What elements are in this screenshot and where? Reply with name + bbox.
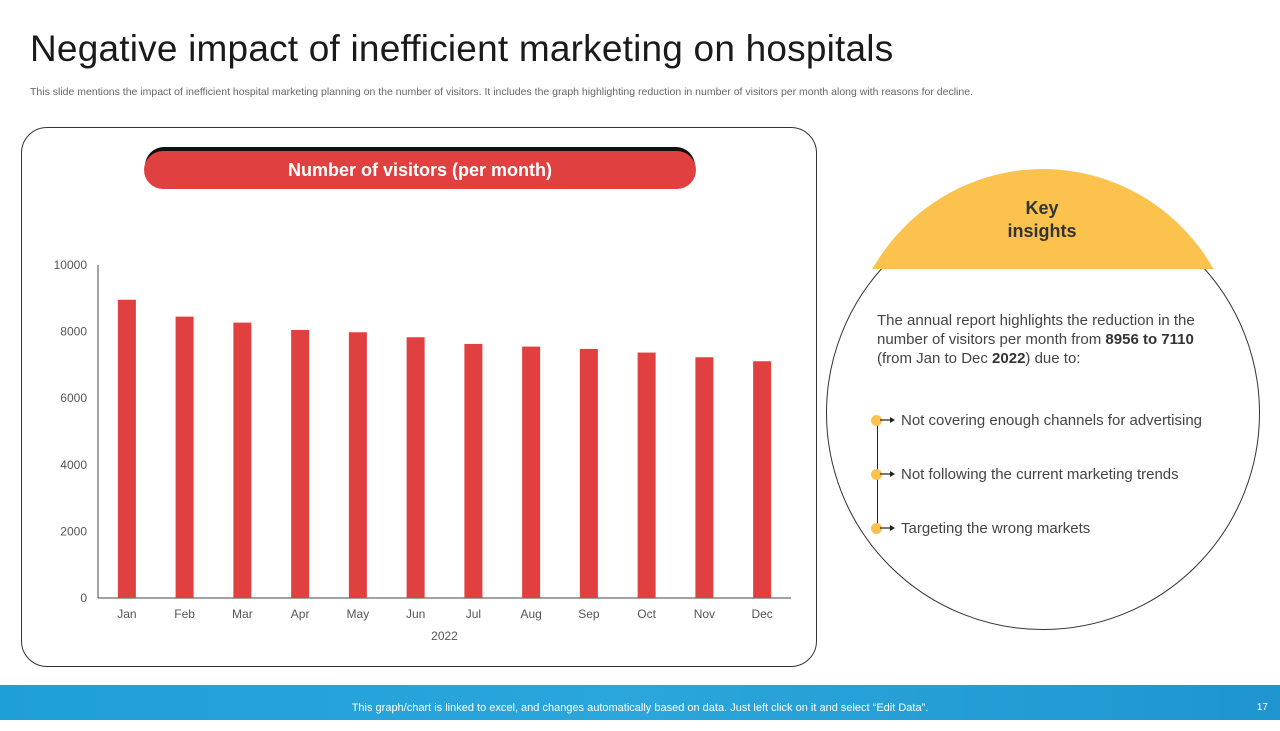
reason-text: Not covering enough channels for adverti… xyxy=(901,411,1203,429)
slide-subtitle: This slide mentions the impact of ineffi… xyxy=(30,86,973,98)
y-tick-label: 0 xyxy=(80,591,87,605)
reason-text: Targeting the wrong markets xyxy=(901,519,1091,537)
y-tick-label: 10000 xyxy=(54,258,88,272)
x-tick-label: Jan xyxy=(117,607,136,621)
bar-jan xyxy=(117,299,136,598)
insights-title: Key insights xyxy=(942,197,1142,243)
y-tick-label: 2000 xyxy=(60,524,87,538)
bar-jun xyxy=(406,337,425,598)
bar-dec xyxy=(753,361,772,598)
bullet-dot-icon xyxy=(871,522,882,534)
x-tick-label: Jul xyxy=(466,607,481,621)
footer-note: This graph/chart is linked to excel, and… xyxy=(351,702,929,714)
page-number: 17 xyxy=(1256,702,1268,713)
bar-nov xyxy=(695,357,714,598)
x-tick-label: Nov xyxy=(694,607,715,621)
arrow-right-icon xyxy=(880,525,895,531)
x-tick-label: Mar xyxy=(232,607,253,621)
chart-header: Number of visitors (per month) xyxy=(144,151,696,189)
x-tick-label: Feb xyxy=(174,607,195,621)
x-tick-label: Aug xyxy=(520,607,541,621)
bar-apr xyxy=(291,329,310,598)
arrow-right-icon xyxy=(880,471,895,477)
bullet-dot-icon xyxy=(871,468,882,480)
reason-item: Targeting the wrong markets xyxy=(871,519,1091,537)
x-tick-label: May xyxy=(347,607,370,621)
footer-bar: This graph/chart is linked to excel, and… xyxy=(0,685,1280,720)
y-tick-label: 4000 xyxy=(60,458,87,472)
bar-aug xyxy=(522,346,541,598)
y-tick-label: 6000 xyxy=(60,391,87,405)
x-tick-label: Apr xyxy=(291,607,310,621)
bar-jul xyxy=(464,343,483,598)
y-tick-label: 8000 xyxy=(60,325,87,339)
bar-sep xyxy=(579,348,598,598)
bar-chart[interactable]: 0 2000 4000 6000 8000 10000 Jan Feb Mar Apr May Jun… xyxy=(21,240,811,660)
insights-summary: The annual report highlights the reducti… xyxy=(877,312,1195,367)
reason-text: Not following the current marketing tren… xyxy=(901,465,1179,483)
bar-mar xyxy=(233,322,252,598)
arrow-right-icon xyxy=(880,417,895,423)
insights-title-line2: insights xyxy=(1007,221,1077,241)
x-tick-label: Sep xyxy=(578,607,600,621)
reason-item: Not following the current marketing tren… xyxy=(871,465,1179,483)
insights-cap xyxy=(826,169,1260,269)
x-tick-label: Dec xyxy=(751,607,772,621)
slide-title: Negative impact of inefficient marketing… xyxy=(30,28,894,69)
bullet-dot-icon xyxy=(871,414,882,426)
bar-oct xyxy=(637,352,656,598)
bar-feb xyxy=(175,316,194,598)
x-axis-title: 2022 xyxy=(431,629,458,643)
x-tick-label: Jun xyxy=(406,607,425,621)
reason-item: Not covering enough channels for adverti… xyxy=(871,411,1203,429)
x-tick-label: Oct xyxy=(637,607,656,621)
bar-may xyxy=(348,332,367,598)
insights-title-line1: Key xyxy=(1025,198,1059,218)
